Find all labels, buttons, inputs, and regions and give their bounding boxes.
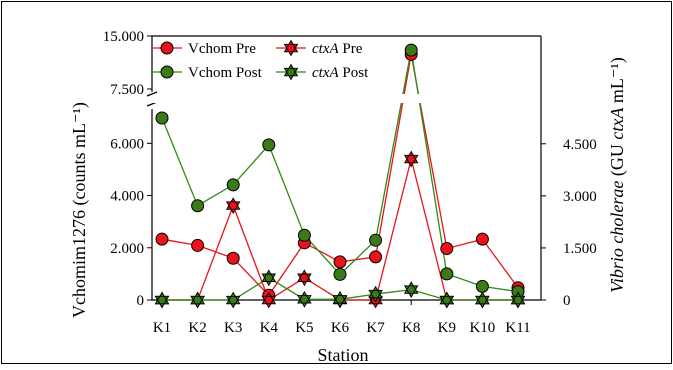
data-point-star-post xyxy=(261,269,277,287)
y-left-tick-label: 7.500 xyxy=(110,82,144,98)
y-left-tick-label: 15.000 xyxy=(103,29,144,45)
data-point-star-post xyxy=(439,291,455,309)
legend-label-italic: ctxA xyxy=(312,65,339,81)
x-tick-label: K7 xyxy=(366,320,385,336)
legend-label: ctxA Post xyxy=(312,65,369,81)
x-tick-label: K8 xyxy=(402,320,420,336)
legend-label-rest: Post xyxy=(339,65,369,81)
y-axis-right-label: Vibrio cholerae (GU ctxA mL⁻¹) xyxy=(607,57,628,293)
data-point-circle-post xyxy=(369,233,383,247)
x-axis-label: Station xyxy=(317,345,368,365)
x-tick-label: K1 xyxy=(153,320,171,336)
y-axis-right-italic: Vibrio cholerae xyxy=(607,181,627,293)
y-left-tick-label: 2.000 xyxy=(110,241,144,257)
data-point-circle-post xyxy=(440,267,454,281)
data-point-star-post xyxy=(154,291,170,309)
y-right-tick-label: 0 xyxy=(563,293,571,309)
y-left-tick-label: 6.000 xyxy=(110,136,144,152)
x-tick-label: K4 xyxy=(260,320,279,336)
data-point-circle-post xyxy=(333,267,347,281)
legend-marker xyxy=(160,65,174,79)
x-tick-label: K11 xyxy=(505,320,530,336)
data-point-star-post xyxy=(475,291,490,309)
legend-label-rest: Pre xyxy=(339,41,363,57)
data-point-circle-post xyxy=(297,228,311,242)
data-point-circle-pre xyxy=(440,242,454,256)
legend-label: Vchom Post xyxy=(188,65,263,81)
y-right-tick-label: 4.500 xyxy=(563,137,597,153)
data-point-circle-post xyxy=(155,111,169,125)
data-point-circle-post xyxy=(191,199,205,213)
data-point-circle-pre xyxy=(226,251,240,265)
y-right-tick-label: 3.000 xyxy=(563,189,597,205)
x-tick-label: K5 xyxy=(295,320,313,336)
legend-marker xyxy=(283,63,299,81)
data-point-circle-pre xyxy=(369,250,383,264)
x-tick-label: K2 xyxy=(188,320,206,336)
data-point-circle-pre xyxy=(475,232,489,246)
data-point-star-pre xyxy=(225,197,241,215)
data-point-circle-post xyxy=(475,279,489,293)
x-tick-label: K10 xyxy=(469,320,495,336)
legend-marker xyxy=(283,39,299,57)
data-point-star-post xyxy=(403,281,419,299)
y-axis-left-label: Vchomim1276 (counts mL⁻¹) xyxy=(69,102,90,318)
y-left-tick-label: 4.000 xyxy=(110,189,144,205)
legend-label: Vchom Pre xyxy=(188,41,256,57)
data-point-circle-pre xyxy=(155,232,169,246)
data-point-circle-pre xyxy=(191,238,205,252)
data-point-star-post xyxy=(368,285,383,303)
y-right-tick-label: 1.500 xyxy=(563,241,597,257)
data-point-circle-pre xyxy=(333,255,347,269)
legend-label-italic: ctxA xyxy=(312,41,339,57)
x-tick-label: K3 xyxy=(224,320,242,336)
y-axis-right-mid: (GU xyxy=(607,140,628,181)
data-point-star-post xyxy=(297,290,312,308)
x-tick-label: K6 xyxy=(331,320,350,336)
data-point-star-post xyxy=(510,291,526,309)
data-point-circle-post xyxy=(226,178,240,192)
axis-break-gap xyxy=(153,94,540,103)
figure-border xyxy=(1,1,672,364)
data-point-star-pre xyxy=(297,269,312,287)
x-tick-label: K9 xyxy=(438,320,456,336)
series-line-post-circle xyxy=(161,49,519,293)
y-axis-right-end: mL⁻¹) xyxy=(607,57,628,107)
legend-marker xyxy=(160,41,174,55)
data-point-circle-post xyxy=(262,138,276,152)
legend-label: ctxA Pre xyxy=(312,41,363,57)
axis-break-mark xyxy=(146,91,158,97)
data-point-circle-post xyxy=(404,43,418,57)
data-point-star-post xyxy=(190,291,205,309)
data-point-star-post xyxy=(225,291,241,309)
y-axis-right-italic2: ctxA xyxy=(607,107,627,140)
data-point-star-pre xyxy=(403,150,419,168)
data-point-star-pre xyxy=(261,291,277,309)
data-point-star-post xyxy=(332,290,348,308)
y-left-tick-label: 0 xyxy=(137,293,145,309)
